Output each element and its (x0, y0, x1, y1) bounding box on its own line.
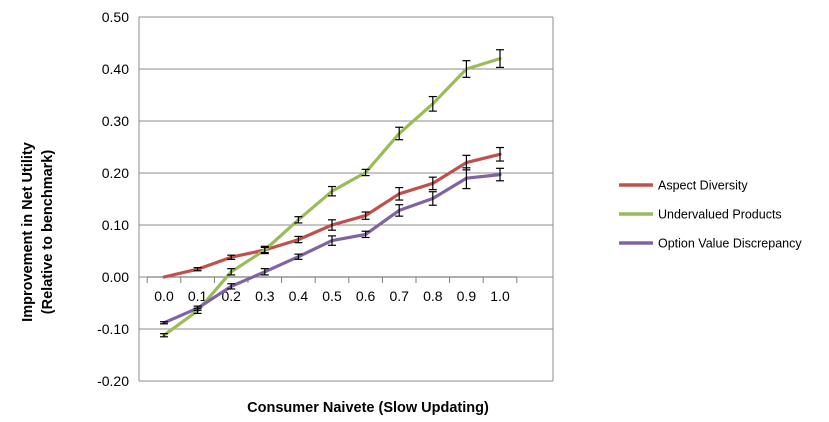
legend-label: Option Value Discrepancy (658, 237, 802, 251)
error-bar (462, 167, 471, 190)
error-bar (395, 204, 404, 217)
legend: Aspect Diversity Undervalued Products Opti… (619, 179, 802, 251)
y-axis-ticks: -0.20 -0.10 0.00 0.10 0.20 0.30 0.40 0.50 (97, 9, 129, 389)
y-axis-title-subline: (Relative to benchmark) (40, 150, 56, 315)
error-bar (361, 168, 370, 177)
y-tick-label: 0.20 (102, 165, 129, 181)
x-tick-label: 0.8 (423, 288, 443, 304)
error-bar (462, 60, 471, 78)
error-bar (361, 230, 370, 239)
error-bar (227, 268, 236, 276)
error-bar (395, 186, 404, 201)
legend-item: Option Value Discrepancy (619, 237, 802, 251)
legend-item: Aspect Diversity (619, 179, 748, 193)
error-bar (260, 245, 269, 255)
x-tick-label: 0.1 (188, 288, 208, 304)
legend-item: Undervalued Products (619, 208, 782, 222)
x-tick-label: 0.6 (356, 288, 376, 304)
legend-label: Aspect Diversity (658, 179, 748, 193)
error-bar (160, 321, 168, 325)
error-bar (328, 219, 336, 231)
error-bar (428, 95, 437, 112)
error-bar (361, 211, 370, 220)
error-bar (428, 191, 437, 206)
x-tick-label: 0.7 (389, 288, 409, 304)
y-tick-label: 0.40 (102, 61, 129, 77)
error-bar (496, 146, 504, 162)
error-bar (496, 167, 504, 182)
error-bars (160, 49, 504, 338)
error-bar (328, 185, 336, 197)
y-tick-label: 0.30 (102, 113, 129, 129)
x-tick-label: 0.2 (221, 288, 241, 304)
y-tick-label: 0.00 (102, 269, 129, 285)
error-bar (496, 49, 504, 69)
y-tick-label: -0.20 (97, 373, 129, 389)
error-bar (294, 253, 303, 260)
x-axis-title: Consumer Naivete (Slow Updating) (247, 400, 489, 416)
x-tick-label: 0.5 (322, 288, 342, 304)
y-axis-title: Improvement in Net Utility (20, 142, 36, 322)
error-bar (395, 126, 404, 141)
y-tick-label: 0.10 (102, 217, 129, 233)
error-bar (193, 267, 202, 272)
x-tick-label: 0.0 (154, 288, 174, 304)
error-bar (227, 283, 236, 290)
x-tick-label: 0.4 (289, 288, 309, 304)
error-bar (193, 305, 202, 311)
x-axis-ticks: 0.0 0.1 0.2 0.3 0.4 0.5 0.6 0.7 0.8 0.9 1.0 (146, 276, 518, 304)
x-tick-label: 0.3 (255, 288, 275, 304)
error-bar (227, 254, 236, 260)
legend-label: Undervalued Products (658, 208, 782, 222)
error-bar (428, 176, 437, 191)
error-bar (294, 235, 303, 244)
error-bar (260, 268, 269, 276)
error-bar (328, 235, 336, 246)
y-tick-label: 0.50 (102, 9, 129, 25)
error-bar (294, 216, 303, 224)
gridlines (138, 16, 554, 382)
x-tick-label: 1.0 (490, 288, 510, 304)
error-bar (160, 333, 168, 338)
x-tick-label: 0.9 (457, 288, 477, 304)
y-tick-label: -0.10 (97, 321, 129, 337)
